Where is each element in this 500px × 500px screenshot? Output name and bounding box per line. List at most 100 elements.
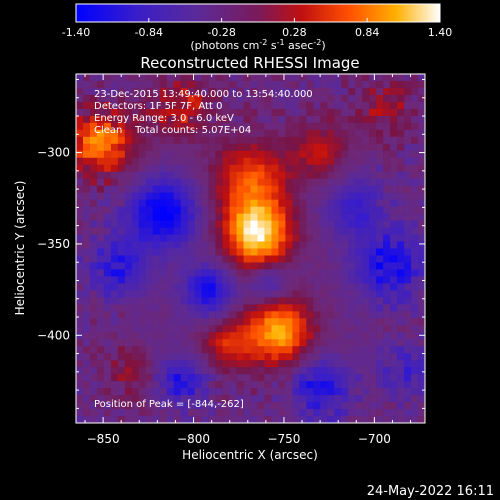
- heatmap-cell: [82, 360, 91, 368]
- heatmap-cell: [201, 213, 209, 221]
- heatmap-cell: [194, 206, 202, 214]
- heatmap-cell: [362, 360, 370, 368]
- heatmap-cell: [292, 325, 300, 333]
- heatmap-cell: [306, 283, 314, 291]
- heatmap-cell: [257, 220, 265, 228]
- heatmap-cell: [278, 318, 286, 326]
- heatmap-cell: [250, 248, 258, 256]
- heatmap-cell: [292, 346, 300, 354]
- heatmap-cell: [173, 332, 181, 340]
- heatmap-cell: [187, 367, 195, 375]
- heatmap-cell: [306, 108, 314, 117]
- heatmap-cell: [145, 318, 154, 326]
- heatmap-cell: [201, 269, 209, 277]
- heatmap-cell: [334, 367, 342, 375]
- heatmap-cell: [390, 346, 398, 354]
- heatmap-cell: [369, 269, 377, 277]
- heatmap-cell: [117, 311, 126, 319]
- heatmap-cell: [187, 80, 195, 89]
- heatmap-cell: [292, 269, 300, 277]
- heatmap-cell: [208, 290, 216, 298]
- heatmap-cell: [418, 374, 426, 382]
- heatmap-cell: [299, 395, 307, 403]
- heatmap-cell: [131, 227, 140, 235]
- heatmap-cell: [271, 234, 279, 242]
- heatmap-cell: [89, 234, 98, 242]
- heatmap-cell: [215, 395, 223, 403]
- heatmap-cell: [82, 192, 91, 200]
- heatmap-cell: [334, 220, 342, 228]
- heatmap-cell: [320, 94, 328, 103]
- heatmap-cell: [376, 339, 384, 347]
- heatmap-cell: [278, 213, 286, 221]
- heatmap-cell: [187, 318, 195, 326]
- heatmap-cell: [145, 199, 154, 207]
- heatmap-cell: [383, 80, 391, 89]
- heatmap-cell: [131, 304, 140, 312]
- heatmap-cell: [278, 304, 286, 312]
- heatmap-cell: [299, 325, 307, 333]
- heatmap-cell: [82, 87, 91, 96]
- heatmap-cell: [341, 164, 349, 173]
- heatmap-cell: [117, 227, 126, 235]
- heatmap-cell: [306, 416, 314, 424]
- heatmap-cell: [236, 129, 244, 138]
- heatmap-cell: [201, 332, 209, 340]
- heatmap-cell: [138, 178, 147, 186]
- heatmap-cell: [355, 178, 363, 186]
- heatmap-cell: [397, 234, 405, 242]
- heatmap-cell: [110, 206, 119, 214]
- heatmap-cell: [82, 304, 91, 312]
- heatmap-cell: [299, 136, 307, 145]
- heatmap-cell: [208, 283, 216, 291]
- heatmap-cell: [89, 185, 98, 193]
- heatmap-cell: [145, 80, 154, 89]
- heatmap-cell: [355, 402, 363, 410]
- x-axis-ticks: −850 −800 −750 −700: [84, 74, 412, 446]
- heatmap-cell: [306, 101, 314, 110]
- heatmap-cell: [82, 178, 91, 186]
- heatmap-cell: [250, 115, 258, 124]
- heatmap-cell: [292, 199, 300, 207]
- heatmap-cell: [327, 248, 335, 256]
- heatmap-cell: [285, 297, 293, 305]
- heatmap-cell: [411, 143, 419, 152]
- heatmap-cell: [327, 346, 335, 354]
- heatmap-cell: [152, 297, 161, 305]
- heatmap-cell: [299, 311, 307, 319]
- heatmap-cell: [404, 74, 412, 82]
- heatmap-cell: [257, 269, 265, 277]
- heatmap-cell: [418, 283, 426, 291]
- heatmap-cell: [299, 108, 307, 117]
- heatmap-cell: [264, 283, 272, 291]
- heatmap-cell: [313, 297, 321, 305]
- heatmap-cell: [159, 220, 168, 228]
- heatmap-cell: [327, 360, 335, 368]
- heatmap-cell: [201, 74, 209, 82]
- heatmap-cell: [103, 388, 112, 396]
- heatmap-cell: [201, 367, 209, 375]
- heatmap-cell: [208, 374, 216, 382]
- heatmap-cell: [320, 108, 328, 117]
- heatmap-cell: [236, 283, 244, 291]
- heatmap-cell: [257, 416, 265, 424]
- heatmap-cell: [327, 353, 335, 361]
- heatmap-cell: [320, 192, 328, 200]
- heatmap-cell: [397, 241, 405, 249]
- heatmap-cell: [411, 290, 419, 298]
- heatmap-cell: [411, 94, 419, 103]
- heatmap-cell: [250, 283, 258, 291]
- heatmap-cell: [355, 255, 363, 263]
- heatmap-cell: [243, 94, 251, 103]
- heatmap-cell: [306, 136, 314, 145]
- heatmap-cell: [187, 269, 195, 277]
- heatmap-cell: [152, 150, 161, 159]
- heatmap-cell: [362, 150, 370, 159]
- heatmap-cell: [117, 80, 126, 89]
- heatmap-cell: [334, 213, 342, 221]
- heatmap-cell: [313, 164, 321, 173]
- heatmap-cell: [82, 297, 91, 305]
- heatmap-cell: [418, 122, 426, 131]
- heatmap-cell: [76, 332, 84, 340]
- heatmap-cell: [166, 255, 175, 263]
